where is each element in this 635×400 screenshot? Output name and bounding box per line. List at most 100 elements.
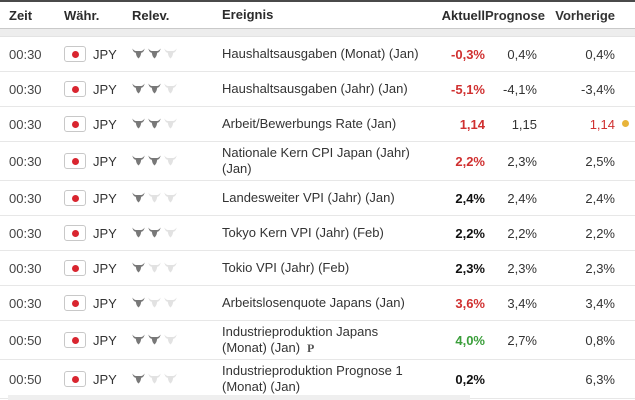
japan-flag-icon — [64, 153, 86, 169]
relevance-bulls — [132, 373, 177, 384]
bull-icon — [164, 155, 177, 166]
previous-value: -3,4% — [581, 81, 615, 97]
actual-cell: -5,1% — [429, 82, 485, 97]
event-name[interactable]: Nationale Kern CPI Japan (Jahr) (Jan) — [222, 145, 410, 176]
currency-cell: JPY — [64, 153, 132, 169]
bull-icon — [148, 297, 161, 308]
table-row[interactable]: 00:30 JPY Haushaltsausgaben (Monat) (Jan… — [0, 37, 635, 72]
bull-icon — [148, 48, 161, 59]
bull-icon — [132, 83, 145, 94]
event-time: 00:30 — [9, 116, 42, 132]
flag-sun-icon — [71, 299, 79, 307]
bull-icon — [164, 118, 177, 129]
previous-cell: 2,5% — [543, 154, 635, 169]
bull-icon — [132, 118, 145, 129]
column-header-waehrung: Währ. — [64, 7, 100, 23]
table-row[interactable]: 00:30 JPY Nationale Kern CPI Japan (Jahr… — [0, 142, 635, 181]
column-header-vorherige: Vorherige — [555, 7, 615, 23]
bull-icon — [132, 334, 145, 345]
previous-value: 3,4% — [585, 295, 615, 311]
previous-value: 2,4% — [585, 190, 615, 206]
event-name[interactable]: Arbeit/Bewerbungs Rate (Jan) — [222, 116, 397, 131]
currency-label: JPY — [93, 371, 117, 387]
actual-value: 2,2% — [455, 225, 485, 241]
flag-sun-icon — [71, 264, 79, 272]
currency-cell: JPY — [64, 81, 132, 97]
actual-cell: 2,2% — [429, 154, 485, 169]
bull-icon — [164, 373, 177, 384]
column-header-zeit: Zeit — [9, 7, 33, 23]
table-row[interactable]: 00:30 JPY Tokyo Kern VPI (Jahr) (Feb) 2,… — [0, 216, 635, 251]
flag-sun-icon — [71, 229, 79, 237]
event-name[interactable]: Industrieproduktion Japans (Monat) (Jan)… — [222, 324, 379, 355]
event-name[interactable]: Landesweiter VPI (Jahr) (Jan) — [222, 190, 395, 205]
relevance-bulls — [132, 262, 177, 273]
flag-sun-icon — [71, 157, 79, 165]
table-row[interactable]: 00:30 JPY Haushaltsausgaben (Jahr) (Jan)… — [0, 72, 635, 107]
relevance-bulls — [132, 48, 177, 59]
event-time: 00:30 — [9, 46, 42, 62]
currency-label: JPY — [93, 225, 117, 241]
table-row[interactable]: 00:30 JPY Arbeit/Bewerbungs Rate (Jan) 1… — [0, 107, 635, 142]
bull-icon — [132, 192, 145, 203]
relevance-bulls — [132, 155, 177, 166]
bull-icon — [164, 297, 177, 308]
actual-value: 2,2% — [455, 153, 485, 169]
table-row[interactable]: 00:50 JPY Industrieproduktion Prognose 1… — [0, 360, 635, 399]
table-row[interactable]: 00:30 JPY Tokio VPI (Jahr) (Feb) 2,3% 2,… — [0, 251, 635, 286]
bull-icon — [132, 262, 145, 273]
bull-icon — [148, 373, 161, 384]
forecast-value: 0,4% — [507, 46, 537, 62]
bull-icon — [164, 227, 177, 238]
actual-cell: 3,6% — [429, 296, 485, 311]
relevance-cell — [132, 117, 222, 132]
actual-value: 3,6% — [455, 295, 485, 311]
currency-cell: JPY — [64, 46, 132, 62]
table-row[interactable]: 00:30 JPY Landesweiter VPI (Jahr) (Jan) … — [0, 181, 635, 216]
event-name[interactable]: Haushaltsausgaben (Monat) (Jan) — [222, 46, 419, 61]
japan-flag-icon — [64, 260, 86, 276]
header-separator-strip — [0, 29, 635, 37]
currency-label: JPY — [93, 81, 117, 97]
relevance-bulls — [132, 192, 177, 203]
event-name[interactable]: Tokio VPI (Jahr) (Feb) — [222, 260, 350, 275]
actual-value: 2,4% — [455, 190, 485, 206]
event-name[interactable]: Industrieproduktion Prognose 1 (Monat) (… — [222, 363, 403, 394]
bull-icon — [148, 262, 161, 273]
event-name[interactable]: Haushaltsausgaben (Jahr) (Jan) — [222, 81, 408, 96]
forecast-value: 3,4% — [507, 295, 537, 311]
previous-value: 2,2% — [585, 225, 615, 241]
japan-flag-icon — [64, 371, 86, 387]
forecast-value: -4,1% — [503, 81, 537, 97]
event-name[interactable]: Arbeitslosenquote Japans (Jan) — [222, 295, 405, 310]
actual-value: 4,0% — [455, 332, 485, 348]
event-time: 00:30 — [9, 153, 42, 169]
flag-sun-icon — [71, 120, 79, 128]
actual-cell: -0,3% — [429, 47, 485, 62]
event-name[interactable]: Tokyo Kern VPI (Jahr) (Feb) — [222, 225, 384, 240]
previous-cell: 1,14 — [543, 117, 635, 132]
currency-cell: JPY — [64, 116, 132, 132]
currency-cell: JPY — [64, 225, 132, 241]
currency-label: JPY — [93, 116, 117, 132]
actual-value: -5,1% — [451, 81, 485, 97]
table-row[interactable]: 00:50 JPY Industrieproduktion Japans (Mo… — [0, 321, 635, 360]
previous-value: 2,3% — [585, 260, 615, 276]
event-time: 00:30 — [9, 295, 42, 311]
actual-cell: 2,4% — [429, 191, 485, 206]
relevance-cell — [132, 261, 222, 276]
actual-cell: 2,2% — [429, 226, 485, 241]
bull-icon — [148, 155, 161, 166]
previous-cell: 2,4% — [543, 191, 635, 206]
japan-flag-icon — [64, 116, 86, 132]
bull-icon — [148, 83, 161, 94]
relevance-cell — [132, 154, 222, 169]
flag-sun-icon — [71, 50, 79, 58]
forecast-value: 1,15 — [511, 116, 537, 132]
previous-value: 2,5% — [585, 153, 615, 169]
table-header: Zeit Währ. Relev. Ereignis Aktuell Progn… — [0, 0, 635, 29]
currency-cell: JPY — [64, 332, 132, 348]
japan-flag-icon — [64, 332, 86, 348]
table-row[interactable]: 00:30 JPY Arbeitslosenquote Japans (Jan)… — [0, 286, 635, 321]
